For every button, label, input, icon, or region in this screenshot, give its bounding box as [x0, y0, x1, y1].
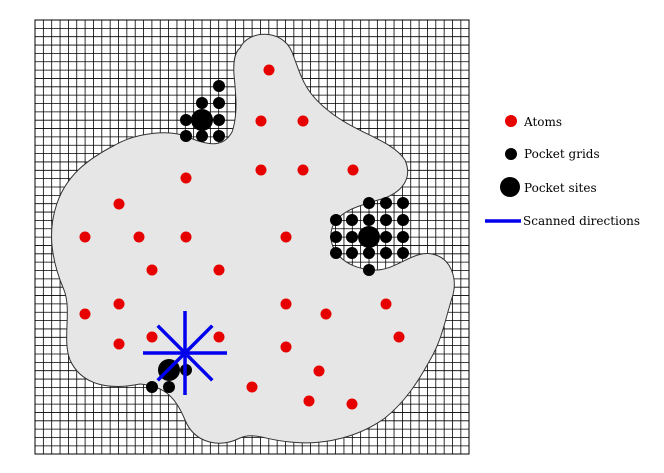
- atom: [180, 172, 192, 184]
- legend-item-pocket-sites: Pocket sites: [500, 177, 597, 197]
- pocket-site: [358, 226, 380, 248]
- atom: [393, 331, 405, 343]
- atom: [213, 264, 225, 276]
- atom: [213, 331, 225, 343]
- atom: [146, 264, 158, 276]
- atom: [146, 331, 158, 343]
- atom: [380, 298, 392, 310]
- pocket-grid-point: [363, 214, 375, 226]
- atom: [113, 338, 125, 350]
- atom: [133, 231, 145, 243]
- pocket-grid-point: [213, 114, 225, 126]
- atom: [113, 198, 125, 210]
- atom: [280, 231, 292, 243]
- scan-direction-line: [156, 351, 187, 382]
- pocket-grid-point: [397, 214, 409, 226]
- atom: [255, 115, 267, 127]
- atom: [297, 115, 309, 127]
- atom: [313, 365, 325, 377]
- pocket-grid-point: [380, 214, 392, 226]
- legend-atom-marker: [505, 115, 517, 127]
- atom: [113, 298, 125, 310]
- pocket-grid-point: [363, 247, 375, 259]
- atom: [297, 164, 309, 176]
- legend-pocket-grid-marker: [505, 148, 517, 160]
- legend-pocket-site-marker: [500, 177, 520, 197]
- pocket-grid-points: [146, 80, 409, 393]
- atom: [347, 164, 359, 176]
- atom: [255, 164, 267, 176]
- pocket-grid-point: [196, 97, 208, 109]
- atom: [180, 231, 192, 243]
- atom: [263, 64, 275, 76]
- scanned-directions: [143, 311, 227, 395]
- pocket-grid-point: [180, 114, 192, 126]
- atom: [280, 298, 292, 310]
- atom: [320, 308, 332, 320]
- pocket-site: [191, 109, 213, 131]
- pocket-grid-point: [330, 247, 342, 259]
- pocket-grid-point: [346, 214, 358, 226]
- pocket-grid-point: [363, 264, 375, 276]
- atoms: [79, 64, 405, 410]
- pocket-grid-point: [346, 231, 358, 243]
- pocket-grid-point: [397, 247, 409, 259]
- pocket-grid-point: [213, 130, 225, 142]
- atom: [280, 341, 292, 353]
- legend-atoms-label: Atoms: [523, 115, 562, 129]
- atom: [246, 381, 258, 393]
- legend-scanned-directions-label: Scanned directions: [523, 214, 640, 228]
- pocket-grid-point: [163, 381, 175, 393]
- pocket-grid-point: [397, 231, 409, 243]
- atom: [79, 231, 91, 243]
- scan-direction-line: [156, 324, 187, 355]
- pocket-grid-point: [330, 214, 342, 226]
- legend: Atoms Pocket grids Pocket sites Scanned …: [485, 115, 640, 228]
- pocket-grid-point: [213, 97, 225, 109]
- pocket-grid-point: [180, 130, 192, 142]
- legend-pocket-sites-label: Pocket sites: [524, 181, 597, 195]
- legend-pocket-grids-label: Pocket grids: [524, 147, 600, 161]
- atom: [79, 308, 91, 320]
- pocket-grid-point: [363, 197, 375, 209]
- pocket-grid-point: [213, 80, 225, 92]
- pocket-grid-point: [146, 381, 158, 393]
- pocket-grid-point: [397, 197, 409, 209]
- pocket-grid-point: [330, 231, 342, 243]
- atom: [346, 398, 358, 410]
- scan-direction-line: [183, 351, 214, 382]
- pocket-grid-point: [196, 130, 208, 142]
- pocket-grid-point: [346, 247, 358, 259]
- legend-item-atoms: Atoms: [505, 115, 562, 129]
- pocket-grid-point: [380, 247, 392, 259]
- legend-item-scanned-directions: Scanned directions: [485, 214, 640, 228]
- scan-direction-line: [183, 324, 214, 355]
- legend-item-pocket-grids: Pocket grids: [505, 147, 600, 161]
- pocket-grid-point: [380, 231, 392, 243]
- atom: [303, 395, 315, 407]
- pocket-grid-point: [380, 197, 392, 209]
